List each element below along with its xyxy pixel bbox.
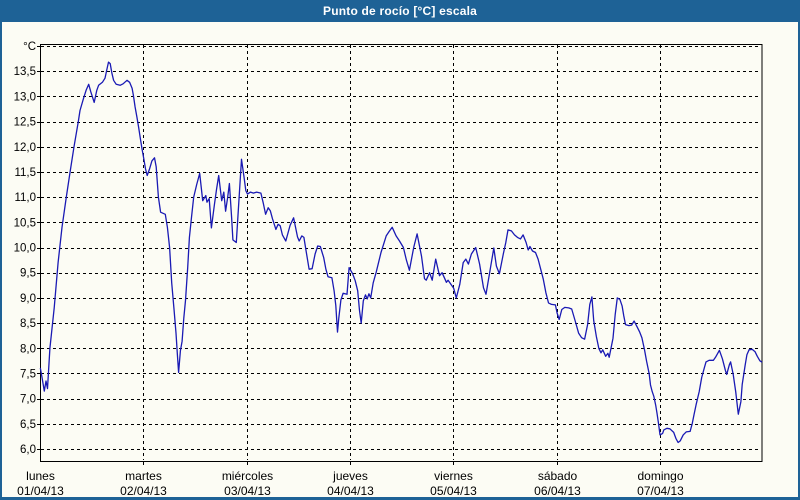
y-tick-label: 10,5 — [14, 217, 36, 229]
y-tick-label: 13,5 — [14, 66, 36, 78]
x-day-name-label: viernes — [434, 469, 473, 483]
y-tick-label: 9,5 — [20, 268, 36, 280]
x-day-name-label: lunes — [26, 469, 55, 483]
x-day-date-label: 07/04/13 — [637, 484, 684, 498]
y-tick-label: 6,0 — [20, 444, 36, 456]
y-tick-label: 7,0 — [20, 394, 36, 406]
x-day-date-label: 04/04/13 — [327, 484, 374, 498]
x-day-name-label: miércoles — [222, 469, 273, 483]
x-day-date-label: 05/04/13 — [430, 484, 477, 498]
x-day-date-label: 06/04/13 — [534, 484, 581, 498]
window-titlebar[interactable]: Punto de rocío [°C] escala — [0, 0, 800, 22]
x-day-date-label: 03/04/13 — [224, 484, 271, 498]
y-tick-label: 11,5 — [14, 167, 36, 179]
x-day-name-label: domingo — [637, 469, 683, 483]
y-tick-label: 7,5 — [20, 368, 36, 380]
y-tick-label: 10,0 — [14, 243, 36, 255]
y-tick-label: 12,0 — [14, 142, 36, 154]
x-day-date-label: 01/04/13 — [17, 484, 64, 498]
x-day-name-label: martes — [125, 469, 162, 483]
plot-frame — [40, 44, 763, 462]
y-axis-unit-label: °C — [23, 41, 36, 53]
y-tick-label: 8,5 — [20, 318, 36, 330]
x-day-date-label: 02/04/13 — [120, 484, 167, 498]
x-day-name-label: sábado — [538, 469, 578, 483]
y-tick-label: 12,5 — [14, 117, 36, 129]
y-tick-label: 6,5 — [20, 419, 36, 431]
x-day-name-label: jueves — [332, 469, 368, 483]
y-tick-label: 9,0 — [20, 293, 36, 305]
y-tick-label: 13,0 — [14, 91, 36, 103]
y-tick-label: 11,0 — [14, 192, 36, 204]
y-tick-label: 8,0 — [20, 343, 36, 355]
dewpoint-series-line — [39, 61, 763, 444]
window-title: Punto de rocío [°C] escala — [322, 4, 478, 18]
